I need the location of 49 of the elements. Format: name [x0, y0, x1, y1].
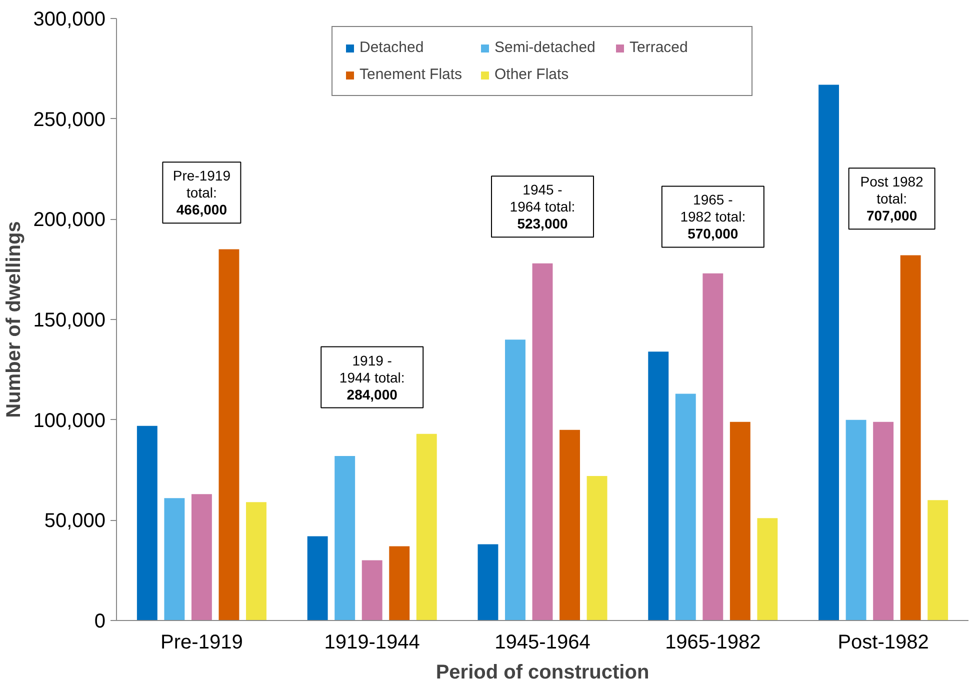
bar — [757, 518, 778, 620]
bar — [307, 536, 328, 620]
bar — [478, 544, 498, 620]
bar — [416, 434, 437, 620]
y-tick-label: 250,000 — [33, 108, 106, 131]
bar — [586, 476, 608, 620]
y-tick-label: 100,000 — [33, 410, 106, 432]
y-tick-label: 200,000 — [33, 209, 106, 232]
annotation: 1945 - 1964 total: 523,000 — [510, 182, 576, 232]
x-tick-label: 1965-1982 — [665, 632, 761, 654]
y-tick-label: 0 — [94, 610, 106, 632]
annotation: Post 1982 total: 707,000 — [860, 174, 924, 224]
bar — [818, 84, 839, 620]
bar — [136, 426, 158, 620]
bar — [560, 430, 580, 620]
x-tick-label: Pre-1919 — [160, 632, 243, 654]
annotation: 1919 - 1944 total: 284,000 — [339, 352, 405, 402]
x-axis-title: Period of construction — [436, 662, 650, 684]
y-tick-label: 300,000 — [33, 8, 106, 30]
bar — [648, 352, 669, 620]
bar — [389, 546, 410, 620]
bar — [532, 263, 553, 620]
x-tick-label: 1919-1944 — [324, 632, 420, 654]
annotation: 1965 - 1982 total: 570,000 — [680, 192, 746, 242]
bar — [702, 273, 724, 620]
y-axis-title: Number of dwellings — [3, 221, 26, 418]
legend-label: Tenement Flats — [360, 66, 464, 83]
y-tick-label: 50,000 — [44, 510, 106, 532]
bar — [362, 560, 382, 620]
bar — [505, 340, 526, 620]
bar — [164, 498, 185, 620]
x-tick-label: Post-1982 — [838, 632, 929, 654]
legend-label: Other Flats — [494, 66, 570, 83]
legend-label: Semi-detached — [494, 39, 596, 56]
x-tick-label: 1945-1964 — [494, 632, 590, 654]
bar — [730, 422, 750, 620]
bar — [218, 249, 240, 620]
bar — [873, 422, 894, 620]
bar — [191, 494, 212, 620]
annotation: Pre-1919 total: 466,000 — [172, 168, 231, 218]
bar — [246, 502, 266, 620]
legend-label: Terraced — [630, 39, 689, 56]
bar — [675, 394, 696, 620]
bar — [334, 456, 356, 620]
bar — [928, 500, 948, 620]
bar — [900, 255, 921, 620]
legend-label: Detached — [360, 39, 425, 56]
bar — [846, 420, 866, 620]
y-tick-label: 150,000 — [33, 310, 106, 332]
